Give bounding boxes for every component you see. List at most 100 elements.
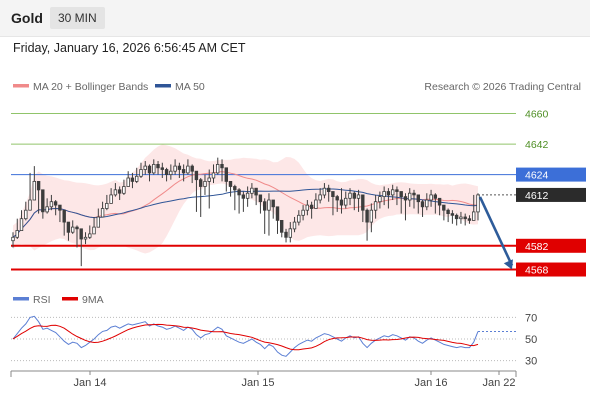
- candle-body: [15, 230, 19, 238]
- candle-body: [365, 209, 369, 223]
- rsi-ma-line: [12, 323, 479, 351]
- candle-body: [420, 201, 425, 208]
- candle-body: [83, 236, 88, 240]
- candle-body: [463, 216, 467, 220]
- candle-body: [45, 206, 49, 213]
- candle: [186, 159, 190, 175]
- candle-body: [331, 191, 335, 197]
- candle: [228, 180, 233, 197]
- level-label-4660: 4660: [525, 109, 549, 121]
- candle-body: [241, 194, 245, 199]
- candle: [446, 208, 450, 223]
- candle-body: [215, 163, 220, 174]
- candle-body: [211, 172, 216, 179]
- candle: [156, 161, 160, 175]
- candle-body: [105, 202, 109, 209]
- candle-body: [207, 177, 211, 182]
- candle-body: [292, 221, 297, 230]
- candle-body: [237, 189, 241, 196]
- candle: [437, 197, 442, 216]
- candle: [352, 191, 356, 211]
- candle-body: [181, 169, 186, 174]
- candle-body: [169, 170, 173, 175]
- candle: [378, 191, 382, 209]
- candle: [53, 200, 58, 216]
- candle: [399, 191, 403, 214]
- candle-body: [442, 204, 446, 211]
- candlesticks: [11, 157, 480, 267]
- candle: [309, 201, 314, 219]
- level-label-4642: 4642: [525, 139, 549, 151]
- candle-body: [228, 180, 233, 187]
- candle-body: [305, 204, 309, 211]
- candle: [433, 193, 437, 214]
- candle-body: [335, 196, 339, 201]
- candle-body: [425, 199, 429, 208]
- candle: [177, 162, 182, 178]
- candle: [288, 222, 292, 243]
- candle: [420, 200, 425, 217]
- candle: [224, 167, 228, 192]
- candle: [164, 167, 169, 182]
- candle-body: [322, 187, 327, 196]
- candle-body: [75, 226, 79, 230]
- candle: [143, 161, 147, 175]
- time-tick-label-1: Jan 15: [241, 377, 274, 389]
- candle-body: [297, 214, 301, 223]
- candle-body: [58, 204, 62, 211]
- candle: [245, 186, 250, 207]
- ma9-legend-swatch: [62, 297, 78, 301]
- candle-body: [194, 170, 199, 181]
- level-label-4624: 4624: [525, 170, 549, 182]
- last-price-tag: [516, 187, 586, 202]
- candle: [425, 193, 429, 211]
- candle: [356, 189, 361, 212]
- candle-body: [459, 216, 463, 220]
- candle: [297, 210, 301, 226]
- candle: [471, 194, 476, 221]
- candle-body: [348, 192, 352, 199]
- forecast-arrow-head: [503, 259, 513, 270]
- candle-body: [429, 194, 433, 201]
- candle: [305, 200, 309, 216]
- candle-body: [143, 165, 147, 170]
- candle-body: [318, 194, 322, 201]
- candle: [279, 219, 284, 238]
- candle-body: [126, 177, 130, 187]
- candle: [152, 159, 156, 175]
- candle-body: [309, 204, 314, 209]
- ma9-legend-label: 9MA: [82, 294, 104, 306]
- candle: [24, 201, 28, 221]
- candle: [96, 208, 100, 228]
- candle-body: [28, 199, 32, 211]
- candle-body: [254, 187, 258, 196]
- timeframe-button[interactable]: 30 MIN: [50, 7, 105, 29]
- forecast-arrow-shaft: [478, 196, 514, 267]
- candle-body: [437, 197, 442, 206]
- rsi-tick-50: 50: [525, 334, 537, 346]
- candle-body: [267, 199, 271, 211]
- candle-body: [446, 209, 450, 214]
- candle-body: [41, 189, 45, 213]
- candle: [100, 201, 105, 218]
- candle: [169, 164, 173, 180]
- candle: [416, 194, 420, 214]
- candle-body: [164, 169, 169, 175]
- candle: [237, 188, 241, 214]
- candle-body: [109, 194, 113, 204]
- candle-body: [373, 201, 378, 211]
- candle-body: [198, 179, 203, 187]
- candle: [382, 186, 386, 206]
- time-tick-label-3: Jan 22: [482, 377, 515, 389]
- candle: [292, 216, 297, 233]
- candle: [130, 172, 135, 189]
- candle: [83, 232, 88, 245]
- last-price-label: 4612: [525, 190, 549, 202]
- candle-body: [190, 165, 194, 172]
- candle-body: [36, 180, 41, 191]
- candle: [66, 221, 71, 241]
- candle: [275, 206, 280, 234]
- candle-body: [130, 177, 135, 182]
- price-levels: [11, 113, 516, 271]
